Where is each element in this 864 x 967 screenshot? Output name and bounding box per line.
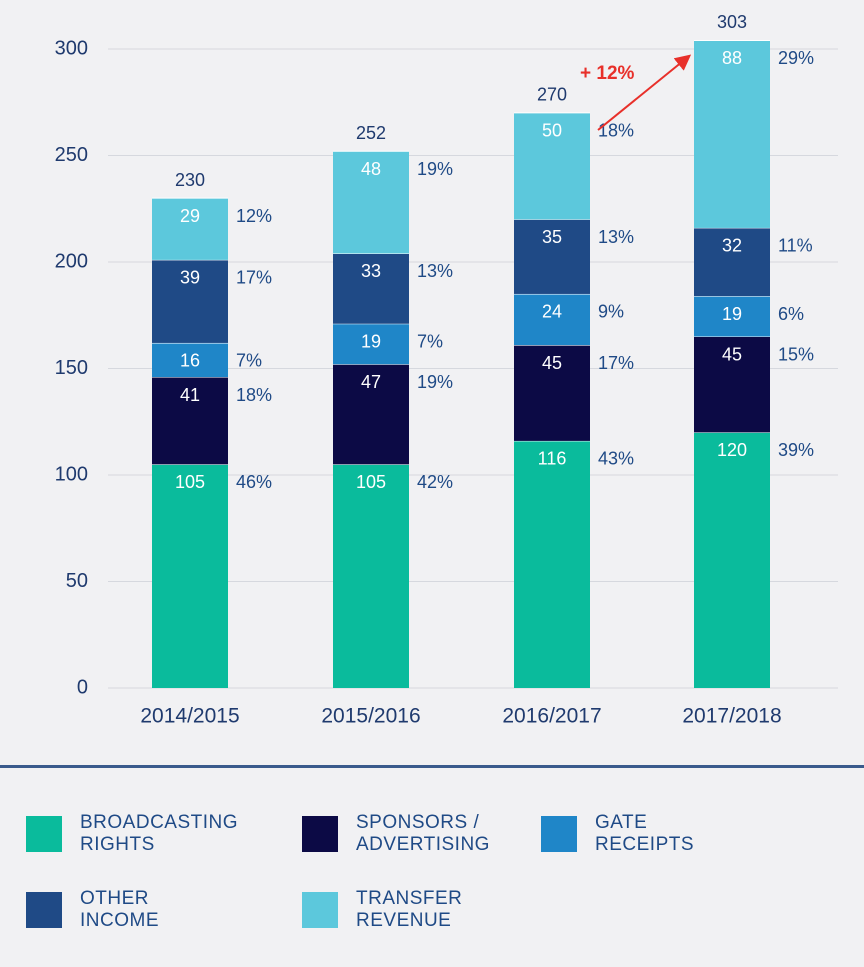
legend-item: SPONSORS / ADVERTISING [302, 812, 526, 856]
value-label: 88 [722, 48, 742, 68]
value-label: 116 [538, 449, 567, 469]
total-label: 303 [717, 12, 747, 32]
legend-label: SPONSORS / ADVERTISING [356, 812, 490, 855]
bar-segment [152, 198, 228, 260]
bar-segment [152, 259, 228, 343]
bar-segment [333, 323, 409, 365]
bar-segment [694, 40, 770, 228]
legend-label: GATE RECEIPTS [595, 812, 695, 855]
share-label: 18% [598, 121, 634, 141]
y-tick-label: 200 [55, 250, 88, 272]
bar-segment [152, 342, 228, 378]
value-label: 48 [361, 159, 381, 179]
x-tick-label: 2016/2017 [502, 705, 601, 728]
legend-item: BROADCASTING RIGHTS [26, 812, 280, 856]
bar-segment [333, 364, 409, 465]
legend-label: OTHER INCOME [80, 888, 159, 931]
share-label: 42% [417, 472, 453, 492]
value-label: 120 [717, 440, 747, 460]
value-label: 16 [180, 351, 200, 371]
value-label: 32 [722, 236, 742, 256]
bar-segment [514, 112, 590, 220]
share-label: 7% [417, 332, 443, 352]
bar-segment [694, 336, 770, 433]
share-label: 29% [778, 48, 814, 68]
legend-item: OTHER INCOME [26, 888, 230, 932]
y-tick-label: 250 [55, 144, 88, 166]
share-label: 19% [417, 159, 453, 179]
y-tick-label: 300 [55, 37, 88, 59]
share-label: 43% [598, 449, 634, 469]
bar-segment [333, 151, 409, 254]
legend-label: BROADCASTING RIGHTS [80, 812, 239, 855]
annotation-arrow [597, 54, 692, 131]
value-label: 24 [542, 302, 562, 322]
legend-label: TRANSFER REVENUE [356, 888, 463, 931]
share-label: 12% [236, 206, 272, 226]
value-label: 45 [542, 353, 562, 373]
value-label: 41 [180, 385, 200, 405]
bar-segment [694, 227, 770, 297]
share-label: 11% [778, 236, 813, 256]
legend-item: GATE RECEIPTS [541, 812, 745, 856]
share-label: 7% [236, 351, 262, 371]
bar-segment [694, 432, 770, 688]
share-label: 6% [778, 304, 804, 324]
total-label: 252 [356, 123, 386, 143]
bar-segment [152, 377, 228, 465]
share-label: 39% [778, 440, 814, 460]
divider [0, 765, 864, 768]
total-label: 270 [537, 85, 567, 105]
chart: 0 50 100 150 200 250 300 105 46% 41 18% 16 7% 39 17% 29… [55, 12, 838, 728]
share-label: 46% [236, 472, 272, 492]
y-tick-label: 100 [55, 463, 88, 485]
bar-segment [152, 464, 228, 688]
share-label: 15% [778, 344, 814, 364]
share-label: 18% [236, 385, 272, 405]
legend-swatch [26, 892, 62, 928]
share-label: 13% [598, 227, 634, 247]
value-label: 39 [180, 268, 200, 288]
value-label: 50 [542, 121, 562, 141]
bar-segment [514, 345, 590, 441]
value-label: 29 [180, 206, 200, 226]
value-label: 35 [542, 227, 562, 247]
bar-segment [514, 219, 590, 294]
legend-swatch [302, 892, 338, 928]
value-label: 105 [356, 472, 386, 492]
x-tick-label: 2015/2016 [321, 705, 420, 728]
value-label: 19 [361, 332, 381, 352]
share-label: 17% [236, 268, 272, 288]
value-label: 19 [722, 304, 742, 324]
value-label: 105 [175, 472, 205, 492]
value-label: 45 [722, 344, 742, 364]
value-label: 47 [361, 372, 381, 392]
y-tick-label: 50 [66, 570, 88, 592]
bar-segment [333, 253, 409, 324]
x-tick-label: 2017/2018 [682, 705, 781, 728]
share-label: 9% [598, 302, 624, 322]
x-tick-label: 2014/2015 [140, 705, 239, 728]
legend-swatch [541, 816, 577, 852]
share-label: 13% [417, 261, 453, 281]
value-label: 33 [361, 261, 381, 281]
legend-item: TRANSFER REVENUE [302, 888, 506, 932]
bar-segment [514, 293, 590, 346]
total-label: 230 [175, 170, 205, 190]
share-label: 19% [417, 372, 453, 392]
bar-segment [694, 296, 770, 337]
bar-segment [333, 464, 409, 688]
share-label: 17% [598, 353, 634, 373]
legend-swatch [26, 816, 62, 852]
y-tick-label: 150 [55, 357, 88, 379]
bar-segment [514, 440, 590, 688]
y-tick-label: 0 [77, 676, 88, 698]
legend-swatch [302, 816, 338, 852]
annotation: + 12% [580, 63, 635, 84]
